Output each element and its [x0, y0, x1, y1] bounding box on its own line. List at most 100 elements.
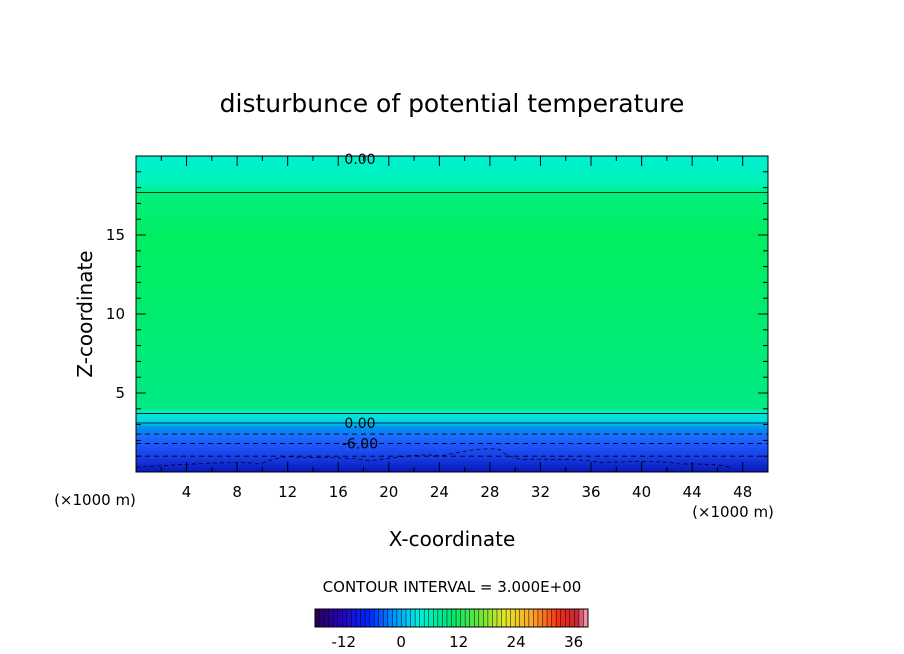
x-tick-label: 48 [733, 483, 752, 501]
contour-label: 0.00 [344, 416, 375, 432]
colorbar-cell [547, 609, 553, 627]
plot-area: 0.00 0.00 -6.00 [135, 152, 769, 473]
colorbar-cell [492, 609, 498, 627]
colorbar-cell [396, 609, 402, 627]
colorbar-tick-label: 0 [396, 633, 406, 651]
axis-ticks [136, 156, 768, 472]
colorbar-tick-label: 12 [449, 633, 468, 651]
colorbar-cell [392, 609, 398, 627]
colorbar-cell [360, 609, 366, 627]
colorbar-cell [451, 609, 457, 627]
colorbar-tick-labels: -12 0 12 24 36 [331, 633, 583, 651]
colorbar-cell [524, 609, 530, 627]
colorbar-cell [519, 609, 525, 627]
colorbar-cell [428, 609, 434, 627]
colorbar-cell [542, 609, 548, 627]
colorbar-cell [337, 609, 343, 627]
colorbar-cell [433, 609, 439, 627]
colorbar-cell [469, 609, 475, 627]
y-tick-label: 10 [106, 305, 125, 323]
colorbar-cell [351, 609, 357, 627]
x-tick-label: 40 [632, 483, 651, 501]
colorbar-cell [365, 609, 371, 627]
colorbar-cell [460, 609, 466, 627]
colorbar-cell [551, 609, 557, 627]
colorbar-cell [315, 609, 321, 627]
colorbar-cell [565, 609, 571, 627]
colorbar-cell [528, 609, 534, 627]
colorbar-cell [537, 609, 543, 627]
colorbar-cell [378, 609, 384, 627]
colorbar-tick-label: 36 [564, 633, 583, 651]
colorbar-cell [324, 609, 330, 627]
y-tick-labels: 5 10 15 [106, 226, 125, 402]
colorbar-cell [446, 609, 452, 627]
colorbar-cell [328, 609, 334, 627]
contour-interval-text: CONTOUR INTERVAL = 3.000E+00 [323, 578, 582, 596]
y-tick-label: 5 [115, 384, 125, 402]
colorbar-cell [501, 609, 507, 627]
colorbar-tick-label: -12 [331, 633, 356, 651]
x-unit-right: (×1000 m) [692, 503, 774, 521]
colorbar-cell [442, 609, 448, 627]
colorbar-cell [483, 609, 489, 627]
contour-line-negative [135, 448, 731, 468]
y-tick-label: 15 [106, 226, 125, 244]
colorbar-cell [342, 609, 348, 627]
colorbar-cell [487, 609, 493, 627]
heatmap-field [136, 156, 768, 472]
colorbar-cell [456, 609, 462, 627]
colorbar-cell [465, 609, 471, 627]
colorbar-cell [419, 609, 425, 627]
colorbar-cell [556, 609, 562, 627]
contour-label: 0.00 [344, 152, 375, 168]
contour-lines [135, 191, 768, 468]
colorbar-cell [506, 609, 512, 627]
x-tick-label: 44 [683, 483, 702, 501]
chart-title: disturbunce of potential temperature [220, 89, 685, 118]
x-tick-label: 12 [278, 483, 297, 501]
colorbar-cell [510, 609, 516, 627]
colorbar-cell [369, 609, 375, 627]
y-axis-label: Z-coordinate [73, 250, 97, 377]
colorbar-cell [333, 609, 339, 627]
x-tick-label: 8 [232, 483, 242, 501]
contour-label: -6.00 [342, 437, 378, 453]
colorbar-cell [387, 609, 393, 627]
x-tick-label: 28 [480, 483, 499, 501]
colorbar-cell [569, 609, 575, 627]
colorbar-cell [319, 609, 325, 627]
colorbar [314, 608, 589, 628]
x-tick-label: 24 [430, 483, 449, 501]
colorbar-cell [383, 609, 389, 627]
x-unit-left: (×1000 m) [54, 491, 136, 509]
x-tick-labels: 4 8 12 16 20 24 28 32 36 40 44 48 [182, 483, 752, 501]
colorbar-cell [374, 609, 380, 627]
x-axis-label: X-coordinate [389, 527, 516, 551]
colorbar-cell [533, 609, 539, 627]
colorbar-cell [355, 609, 361, 627]
x-tick-label: 36 [581, 483, 600, 501]
colorbar-frame [314, 608, 589, 628]
colorbar-cell [406, 609, 412, 627]
colorbar-cell [410, 609, 416, 627]
colorbar-cell [478, 609, 484, 627]
colorbar-cell [497, 609, 503, 627]
colorbar-cell [583, 609, 589, 627]
colorbar-cell [515, 609, 521, 627]
colorbar-cell [578, 609, 584, 627]
x-tick-label: 20 [379, 483, 398, 501]
colorbar-cell [474, 609, 480, 627]
colorbar-cell [424, 609, 430, 627]
colorbar-cell [574, 609, 580, 627]
colorbar-tick-label: 24 [507, 633, 526, 651]
colorbar-cell [560, 609, 566, 627]
colorbar-cell [437, 609, 443, 627]
colorbar-cell [401, 609, 407, 627]
x-tick-label: 32 [531, 483, 550, 501]
x-tick-label: 4 [182, 483, 192, 501]
colorbar-cell [346, 609, 352, 627]
colorbar-cell [415, 609, 421, 627]
x-tick-label: 16 [329, 483, 348, 501]
